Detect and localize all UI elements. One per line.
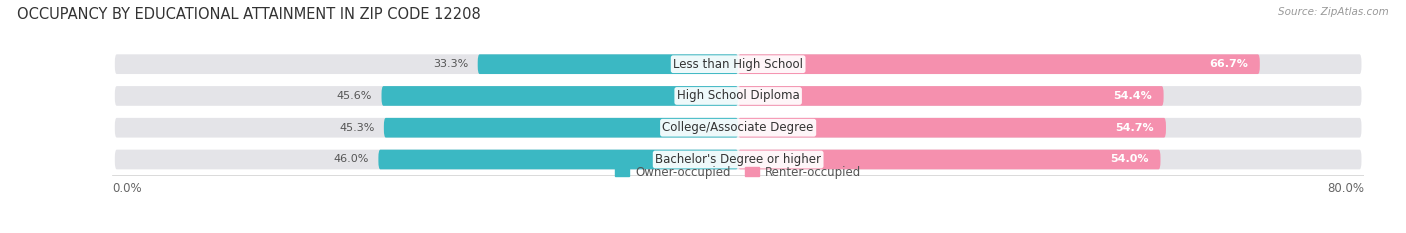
Text: 0.0%: 0.0% xyxy=(112,182,142,195)
Text: High School Diploma: High School Diploma xyxy=(676,89,800,103)
Text: 46.0%: 46.0% xyxy=(333,154,368,164)
Text: 45.6%: 45.6% xyxy=(337,91,373,101)
FancyBboxPatch shape xyxy=(738,118,1166,137)
Legend: Owner-occupied, Renter-occupied: Owner-occupied, Renter-occupied xyxy=(614,166,862,179)
FancyBboxPatch shape xyxy=(378,150,738,169)
Text: OCCUPANCY BY EDUCATIONAL ATTAINMENT IN ZIP CODE 12208: OCCUPANCY BY EDUCATIONAL ATTAINMENT IN Z… xyxy=(17,7,481,22)
Text: Bachelor's Degree or higher: Bachelor's Degree or higher xyxy=(655,153,821,166)
FancyBboxPatch shape xyxy=(115,86,1361,106)
FancyBboxPatch shape xyxy=(738,86,1164,106)
FancyBboxPatch shape xyxy=(381,86,738,106)
FancyBboxPatch shape xyxy=(478,54,738,74)
Text: 54.0%: 54.0% xyxy=(1111,154,1149,164)
FancyBboxPatch shape xyxy=(115,118,1361,137)
FancyBboxPatch shape xyxy=(738,54,1260,74)
Text: College/Associate Degree: College/Associate Degree xyxy=(662,121,814,134)
FancyBboxPatch shape xyxy=(115,54,1361,74)
Text: 54.7%: 54.7% xyxy=(1115,123,1154,133)
Text: Source: ZipAtlas.com: Source: ZipAtlas.com xyxy=(1278,7,1389,17)
Text: 54.4%: 54.4% xyxy=(1114,91,1152,101)
Text: 33.3%: 33.3% xyxy=(433,59,468,69)
Text: 80.0%: 80.0% xyxy=(1327,182,1364,195)
FancyBboxPatch shape xyxy=(384,118,738,137)
Text: Less than High School: Less than High School xyxy=(673,58,803,71)
FancyBboxPatch shape xyxy=(738,150,1160,169)
Text: 45.3%: 45.3% xyxy=(339,123,374,133)
FancyBboxPatch shape xyxy=(115,150,1361,169)
Text: 66.7%: 66.7% xyxy=(1209,59,1249,69)
